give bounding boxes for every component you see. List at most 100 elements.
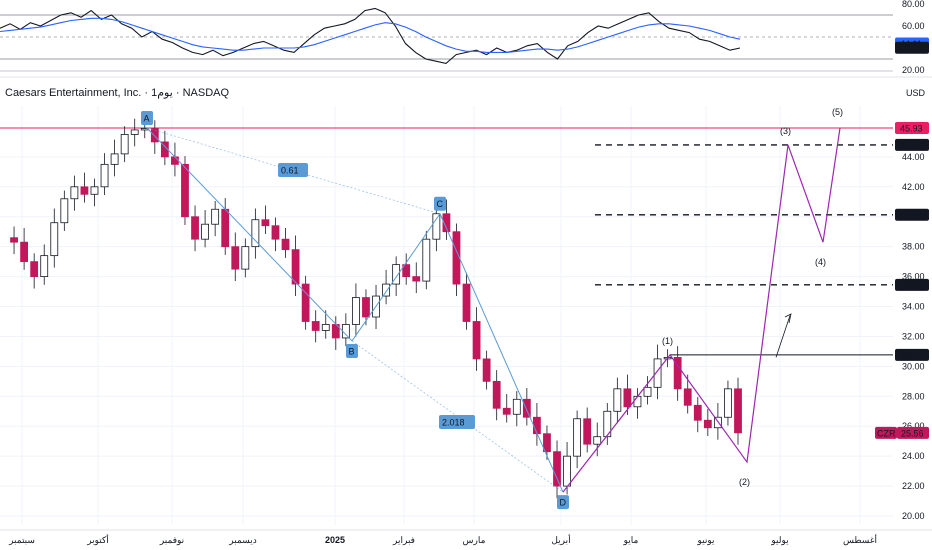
time-tick-label: 2025 bbox=[325, 535, 345, 545]
candle-up[interactable] bbox=[90, 186, 99, 195]
candle-up[interactable] bbox=[724, 388, 732, 418]
candle-down[interactable] bbox=[362, 297, 370, 318]
candle-up[interactable] bbox=[50, 222, 59, 257]
projection-arrowhead bbox=[784, 313, 792, 324]
candle-up[interactable] bbox=[40, 255, 49, 277]
candle-down[interactable] bbox=[271, 225, 280, 240]
wave-projection-path[interactable] bbox=[562, 127, 841, 493]
candle-down[interactable] bbox=[181, 163, 189, 218]
candle-down[interactable] bbox=[160, 141, 169, 158]
candle-up[interactable] bbox=[613, 388, 622, 412]
candle-up[interactable] bbox=[573, 418, 582, 457]
candle-down[interactable] bbox=[311, 321, 320, 331]
candle-up[interactable] bbox=[241, 246, 250, 270]
candle-down[interactable] bbox=[20, 241, 29, 263]
price-tick-label: 22.00 bbox=[902, 481, 925, 491]
candle-down[interactable] bbox=[703, 419, 712, 429]
candle-down[interactable] bbox=[472, 321, 481, 360]
candle-down[interactable] bbox=[522, 398, 531, 418]
candle-up[interactable] bbox=[512, 398, 521, 415]
candle-up[interactable] bbox=[120, 134, 129, 155]
candle-down[interactable] bbox=[693, 404, 702, 421]
ratio-label: 0.61 bbox=[281, 166, 299, 176]
last-price-badge bbox=[897, 426, 929, 439]
candle-up[interactable] bbox=[563, 455, 571, 487]
candle-down[interactable] bbox=[261, 219, 270, 227]
candle-up[interactable] bbox=[211, 208, 220, 225]
candle-up[interactable] bbox=[341, 324, 350, 339]
candle-up[interactable] bbox=[130, 129, 139, 135]
candle-down[interactable] bbox=[462, 283, 471, 322]
pattern-point-badge[interactable] bbox=[557, 495, 569, 510]
level-price-text: 40.13 bbox=[900, 210, 923, 220]
osc-tick-label: 80.00 bbox=[902, 0, 925, 9]
candle-down[interactable] bbox=[191, 216, 199, 240]
candle-down[interactable] bbox=[543, 433, 551, 453]
price-tick-label: 20.00 bbox=[902, 511, 925, 521]
candle-down[interactable] bbox=[583, 418, 592, 445]
candle-up[interactable] bbox=[392, 264, 401, 285]
candle-down[interactable] bbox=[623, 388, 632, 408]
price-tick-label: 30.00 bbox=[902, 361, 925, 371]
candle-up[interactable] bbox=[251, 219, 260, 248]
price-tick-label: 24.00 bbox=[902, 451, 925, 461]
candle-up[interactable] bbox=[321, 324, 330, 331]
candle-up[interactable] bbox=[593, 436, 602, 445]
candle-up[interactable] bbox=[432, 213, 441, 240]
candle-down[interactable] bbox=[10, 237, 18, 243]
candle-down[interactable] bbox=[482, 358, 491, 382]
pattern-point-label: D bbox=[560, 498, 567, 508]
candle-down[interactable] bbox=[221, 208, 230, 248]
candle-down[interactable] bbox=[281, 238, 290, 251]
candle-down[interactable] bbox=[734, 388, 742, 434]
candle-up[interactable] bbox=[643, 386, 652, 397]
candle-down[interactable] bbox=[301, 283, 310, 322]
pattern-leg[interactable] bbox=[351, 213, 441, 342]
candle-down[interactable] bbox=[492, 380, 501, 409]
candle-down[interactable] bbox=[231, 246, 240, 270]
level-price-text: 30.77 bbox=[900, 350, 923, 360]
candle-up[interactable] bbox=[422, 238, 431, 282]
pattern-point-badge[interactable] bbox=[434, 196, 446, 211]
candle-down[interactable] bbox=[80, 186, 89, 195]
candle-down[interactable] bbox=[30, 261, 39, 277]
level-price-text: 44.80 bbox=[900, 140, 923, 150]
candle-down[interactable] bbox=[553, 451, 561, 487]
currency-label[interactable]: USD bbox=[906, 88, 926, 98]
time-tick-label: مايو bbox=[623, 535, 639, 546]
candle-up[interactable] bbox=[633, 395, 642, 408]
level-price-badge bbox=[895, 138, 929, 151]
price-tick-label: 34.00 bbox=[902, 302, 925, 312]
time-tick-label: أكتوبر bbox=[86, 533, 109, 546]
candle-down[interactable] bbox=[673, 356, 682, 390]
candle-up[interactable] bbox=[110, 153, 119, 165]
pattern-point-badge[interactable] bbox=[346, 343, 358, 358]
candle-down[interactable] bbox=[442, 213, 451, 233]
candle-up[interactable] bbox=[603, 410, 612, 438]
pattern-point-badge[interactable] bbox=[141, 110, 153, 125]
price-tick-label: 32.00 bbox=[902, 331, 925, 341]
candle-down[interactable] bbox=[150, 128, 159, 143]
candle-down[interactable] bbox=[533, 416, 541, 435]
pattern-leg[interactable] bbox=[146, 127, 353, 342]
wave-label: (5) bbox=[832, 107, 843, 117]
candle-up[interactable] bbox=[100, 163, 109, 188]
candle-up[interactable] bbox=[382, 283, 390, 297]
candle-up[interactable] bbox=[653, 358, 662, 388]
candle-down[interactable] bbox=[452, 231, 461, 285]
candle-down[interactable] bbox=[291, 249, 300, 285]
candle-down[interactable] bbox=[171, 156, 179, 165]
candle-up[interactable] bbox=[70, 186, 79, 200]
time-tick-label: سبتمبر bbox=[8, 535, 35, 546]
level-price-badge bbox=[895, 348, 929, 361]
price-panel: A B C D 0.61 2.018 (1) (2) (3) (4) (5) 44.00 42.00… bbox=[0, 106, 932, 546]
candle-down[interactable] bbox=[683, 388, 692, 406]
candle-up[interactable] bbox=[60, 198, 69, 224]
candle-down[interactable] bbox=[402, 264, 411, 277]
candle-up[interactable] bbox=[352, 297, 360, 325]
pattern-leg[interactable] bbox=[439, 213, 564, 493]
candle-up[interactable] bbox=[201, 223, 209, 240]
candle-down[interactable] bbox=[412, 276, 421, 282]
candle-down[interactable] bbox=[502, 407, 511, 415]
